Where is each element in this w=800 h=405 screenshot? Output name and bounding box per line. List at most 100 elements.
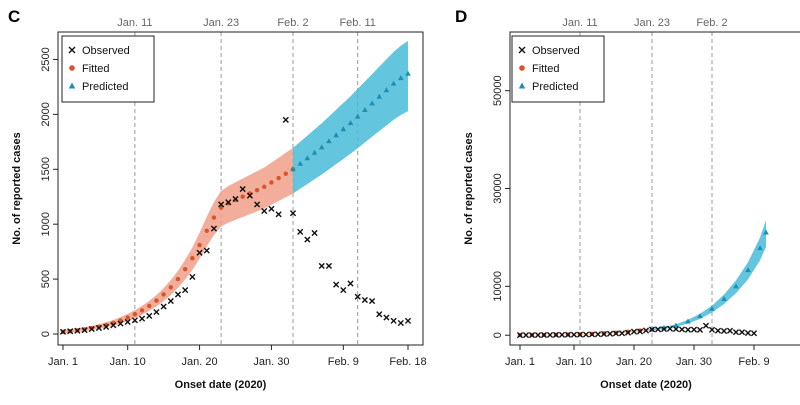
predicted-point [757, 245, 763, 251]
predicted-point [697, 313, 703, 319]
x-tick-label: Jan. 1 [48, 356, 78, 368]
observed-point [210, 225, 218, 232]
observed-point [552, 331, 560, 338]
x-axis-label: Onset date (2020) [175, 379, 267, 391]
observed-point [534, 331, 542, 339]
observed-point [275, 211, 282, 218]
observed-point [714, 327, 722, 334]
observed-point [325, 262, 333, 270]
observed-point [81, 327, 88, 334]
observed-point [702, 322, 710, 329]
observed-point [404, 317, 412, 324]
fitted-point [218, 205, 224, 210]
predicted-point [721, 296, 727, 302]
milestone-label: Feb. 2 [696, 17, 727, 29]
observed-point [153, 308, 160, 316]
observed-point [110, 322, 117, 329]
y-axis-label: No. of reported cases [463, 132, 475, 244]
x-tick-label: Feb. 18 [389, 356, 426, 368]
fitted-point [262, 184, 267, 190]
observed-point [268, 205, 275, 212]
legend: Observed Fitted Predicted [61, 35, 155, 103]
fitted-point [269, 180, 274, 185]
observed-point [174, 291, 182, 298]
observed-point [203, 247, 210, 254]
observed-point [696, 326, 704, 333]
predicted-point [347, 120, 354, 126]
observed-point [726, 327, 734, 334]
observed-point [261, 207, 268, 215]
legend-observed-icon [518, 46, 526, 54]
plot-frame [57, 31, 424, 346]
observed-point [672, 325, 680, 333]
observed-point [289, 210, 297, 217]
x-tick-label: Jan. 20 [182, 356, 218, 368]
observed-point [103, 323, 110, 330]
x-tick-label: Jan. 10 [110, 356, 146, 368]
y-tick-label: 2000 [40, 102, 52, 126]
fitted-point [240, 194, 245, 199]
observed-point [182, 286, 189, 294]
observed-point [347, 280, 354, 287]
observed-point [318, 262, 325, 270]
legend-label: Observed [82, 45, 130, 57]
observed-point [606, 330, 614, 337]
observed-point [750, 330, 758, 337]
observed-point [558, 331, 566, 338]
predicted-point [685, 318, 691, 324]
observed-point [297, 228, 304, 235]
observed-point [582, 331, 590, 338]
fitted-band [520, 328, 652, 336]
panel-label: C [8, 7, 20, 26]
observed-point [600, 330, 608, 338]
predicted-point [304, 155, 311, 161]
panel-label: D [455, 7, 467, 26]
predicted-point [763, 229, 769, 235]
predicted-point [318, 144, 325, 150]
observed-point [253, 201, 261, 208]
predicted-point [673, 322, 679, 328]
legend-label: Fitted [82, 63, 110, 75]
legend-label: Predicted [532, 81, 578, 93]
fitted-point [226, 201, 231, 206]
observed-point [74, 327, 81, 334]
x-tick-label: Jan. 1 [505, 356, 535, 368]
observed-point [225, 199, 232, 206]
observed-point [383, 314, 390, 321]
fitted-point [283, 171, 289, 176]
observed-point [354, 293, 361, 300]
predicted-point [390, 80, 397, 86]
y-axis-label: No. of reported cases [11, 132, 23, 244]
x-axis-label: Onset date (2020) [600, 379, 692, 391]
observed-point [624, 329, 632, 336]
legend-fitted-icon [519, 65, 525, 71]
observed-point [340, 286, 347, 294]
observed-point [666, 325, 674, 332]
predicted-point [745, 267, 751, 273]
observed-point [732, 329, 740, 336]
observed-point [636, 328, 644, 335]
y-tick-label: 0 [40, 331, 52, 337]
observed-point [648, 326, 656, 333]
y-tick-label: 50000 [492, 75, 504, 106]
panel-d: D Jan. 11 Jan. 23 Feb. 2 0 10000 30000 50000 Jan… [455, 7, 800, 391]
observed-point [131, 317, 138, 324]
fitted-band [63, 147, 293, 334]
observed-point [516, 332, 524, 339]
milestone-label: Feb. 2 [277, 17, 308, 29]
observed-point [117, 320, 124, 327]
legend-label: Observed [532, 45, 580, 57]
observed-point [612, 330, 620, 337]
observed-point [708, 326, 716, 333]
predicted-point [354, 113, 361, 119]
predicted-point [369, 100, 375, 106]
x-tick-label: Feb. 9 [328, 356, 359, 368]
observed-point [376, 311, 383, 318]
fitted-point [168, 285, 174, 290]
x-tick-label: Feb. 9 [738, 356, 769, 368]
fitted-point [132, 312, 138, 317]
observed-point [744, 329, 752, 337]
observed-point [167, 297, 174, 305]
legend-predicted-icon [518, 82, 526, 89]
predicted-point [376, 93, 383, 99]
